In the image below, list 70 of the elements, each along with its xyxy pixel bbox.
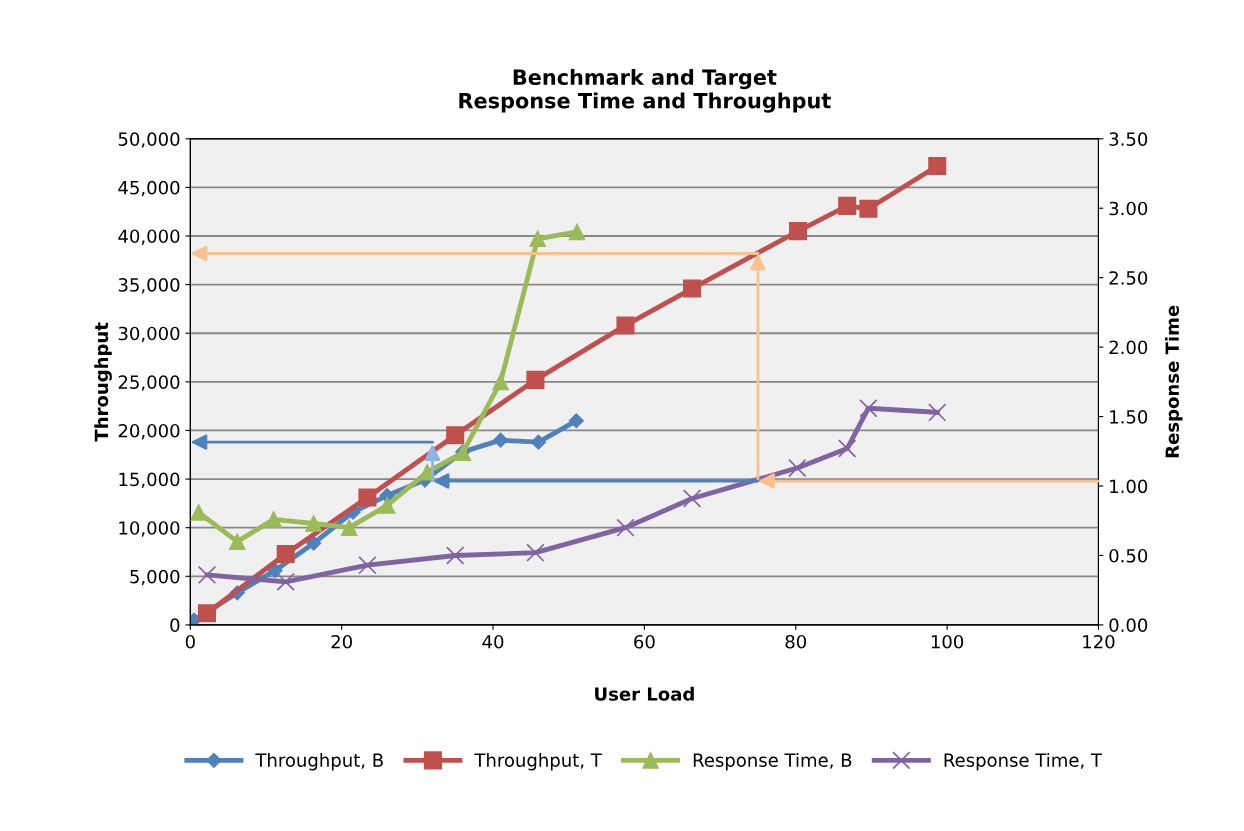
point bbox=[838, 196, 857, 215]
y-tick-label: 50,000 bbox=[118, 132, 180, 148]
y-tick-label: 5,000 bbox=[130, 569, 180, 586]
point bbox=[228, 533, 246, 550]
legend-label: Throughput, B bbox=[255, 752, 383, 771]
legend-label: Response Time, T bbox=[944, 752, 1103, 771]
y2-tick-label: 0.50 bbox=[1109, 548, 1148, 563]
y-tick-label: 0 bbox=[170, 618, 180, 633]
y2-tick-label: 1.00 bbox=[1110, 479, 1148, 494]
point bbox=[568, 413, 584, 429]
point bbox=[446, 426, 465, 445]
x-tick-label: 120 bbox=[1083, 634, 1115, 649]
y-tick-label: 35,000 bbox=[118, 278, 180, 294]
point bbox=[616, 316, 635, 335]
y2-tick-label: 3.50 bbox=[1109, 132, 1148, 146]
point bbox=[197, 604, 217, 623]
x-tick-label: 100 bbox=[931, 634, 964, 649]
legend-label: Throughput, T bbox=[474, 752, 602, 771]
point bbox=[190, 504, 207, 521]
point bbox=[493, 432, 509, 448]
point bbox=[530, 434, 547, 450]
point bbox=[683, 279, 702, 298]
point bbox=[267, 562, 283, 579]
x-tick-label: 40 bbox=[482, 634, 504, 649]
y2-axis-title: Response Time bbox=[1165, 305, 1183, 458]
x-tick-label: 0 bbox=[185, 634, 195, 649]
point bbox=[838, 439, 857, 458]
x-tick-label: 80 bbox=[785, 634, 807, 649]
point bbox=[340, 519, 358, 537]
y-tick-label: 25,000 bbox=[118, 375, 180, 391]
point bbox=[265, 511, 282, 528]
point bbox=[526, 543, 545, 562]
chart-title: Benchmark and Target Response Time and Throughput bbox=[459, 68, 831, 113]
x-axis-title: User Load bbox=[595, 686, 694, 701]
y-tick-label: 45,000 bbox=[118, 180, 180, 197]
point bbox=[526, 370, 545, 389]
point bbox=[788, 458, 807, 478]
point bbox=[358, 556, 377, 575]
point bbox=[682, 489, 702, 508]
point bbox=[378, 497, 396, 514]
y-tick-label: 40,000 bbox=[118, 229, 180, 245]
y2-tick-label: 3.00 bbox=[1109, 201, 1148, 216]
y-tick-label: 20,000 bbox=[118, 423, 180, 440]
point bbox=[197, 565, 217, 585]
point bbox=[446, 546, 465, 565]
point bbox=[529, 230, 547, 248]
point bbox=[276, 572, 295, 592]
point bbox=[568, 223, 586, 241]
legend-label: Response Time, B bbox=[693, 752, 852, 771]
point bbox=[492, 373, 509, 391]
x-tick-label: 60 bbox=[634, 634, 655, 649]
point bbox=[358, 488, 377, 507]
point bbox=[616, 518, 635, 537]
point bbox=[276, 544, 295, 563]
point bbox=[788, 222, 808, 241]
point bbox=[306, 535, 322, 551]
y2-tick-label: 2.50 bbox=[1109, 271, 1148, 285]
point bbox=[305, 515, 323, 532]
point bbox=[859, 199, 878, 218]
y-tick-label: 15,000 bbox=[119, 472, 180, 489]
y-tick-label: 30,000 bbox=[118, 326, 180, 343]
y2-tick-label: 2.00 bbox=[1109, 340, 1148, 355]
y2-tick-label: 0.00 bbox=[1109, 618, 1148, 633]
point bbox=[928, 403, 947, 422]
y-tick-label: 10,000 bbox=[119, 521, 180, 537]
point bbox=[859, 399, 878, 418]
y2-tick-label: 1.50 bbox=[1110, 410, 1148, 424]
point bbox=[928, 156, 947, 176]
x-tick-label: 20 bbox=[331, 634, 352, 649]
y-axis-title: Throughput bbox=[94, 322, 112, 442]
